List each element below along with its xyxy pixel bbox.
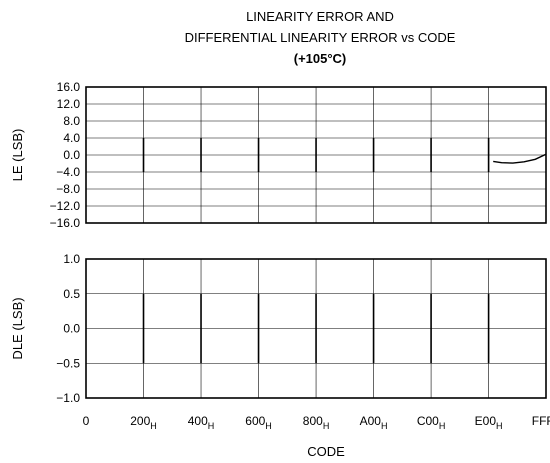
x-tick-label: 200H xyxy=(130,414,157,431)
x-tick-main: 600 xyxy=(245,414,265,428)
x-tick-label: FFFH xyxy=(532,414,550,431)
y-tick-label: −4.0 xyxy=(56,165,80,179)
x-tick-subscript: H xyxy=(150,421,157,431)
x-tick-main: 0 xyxy=(83,414,90,428)
y-tick-label: 0.5 xyxy=(63,287,80,301)
x-tick-label: 0 xyxy=(83,414,90,428)
x-tick-label: 800H xyxy=(303,414,330,431)
plot-frame xyxy=(85,86,547,224)
y-tick-label: −16.0 xyxy=(50,216,81,230)
chart-title-line2: DIFFERENTIAL LINEARITY ERROR vs CODE xyxy=(185,30,456,45)
plot-frame xyxy=(85,258,547,399)
y-tick-label: 0.0 xyxy=(63,322,80,336)
x-tick-main: A00 xyxy=(360,414,382,428)
x-tick-label: C00H xyxy=(417,414,446,431)
chart-title-line1: LINEARITY ERROR AND xyxy=(246,9,394,24)
y-axis-label: DLE (LSB) xyxy=(10,297,25,359)
y-tick-label: 16.0 xyxy=(57,80,81,94)
x-tick-subscript: H xyxy=(265,421,272,431)
x-tick-label: 600H xyxy=(245,414,272,431)
x-tick-label: E00H xyxy=(475,414,503,431)
le-tail-curve xyxy=(493,153,547,164)
y-tick-label: 1.0 xyxy=(63,252,80,266)
x-tick-main: 200 xyxy=(130,414,150,428)
y-tick-label: −0.5 xyxy=(56,356,80,370)
x-tick-main: E00 xyxy=(475,414,497,428)
x-tick-subscript: H xyxy=(208,421,215,431)
x-tick-label: A00H xyxy=(360,414,388,431)
x-axis-label: CODE xyxy=(307,444,345,459)
y-tick-label: −8.0 xyxy=(56,182,80,196)
chart-panels: 16.0 12.0 8.0 4.0 0.0 −4.0 −8.0 −12.0 −16.0 LE (L… xyxy=(10,80,550,459)
y-tick-label: 0.0 xyxy=(63,148,80,162)
x-tick-main: 800 xyxy=(303,414,323,428)
x-tick-subscript: H xyxy=(381,421,388,431)
x-tick-subscript: H xyxy=(439,421,446,431)
x-tick-main: 400 xyxy=(188,414,208,428)
x-tick-subscript: H xyxy=(323,421,330,431)
le_panel: 16.0 12.0 8.0 4.0 0.0 −4.0 −8.0 −12.0 −16.0 LE (L… xyxy=(10,80,547,230)
y-tick-label: 4.0 xyxy=(63,131,80,145)
x-tick-main: C00 xyxy=(417,414,439,428)
y-tick-label: −12.0 xyxy=(50,199,81,213)
y-tick-label: 8.0 xyxy=(63,114,80,128)
x-tick-main: FFF xyxy=(532,414,550,428)
y-axis-label: LE (LSB) xyxy=(10,129,25,182)
chart-title-line3: (+105°C) xyxy=(294,51,347,66)
x-tick-label: 400H xyxy=(188,414,215,431)
x-tick-subscript: H xyxy=(496,421,503,431)
y-tick-label: 12.0 xyxy=(57,97,81,111)
y-tick-label: −1.0 xyxy=(56,391,80,405)
